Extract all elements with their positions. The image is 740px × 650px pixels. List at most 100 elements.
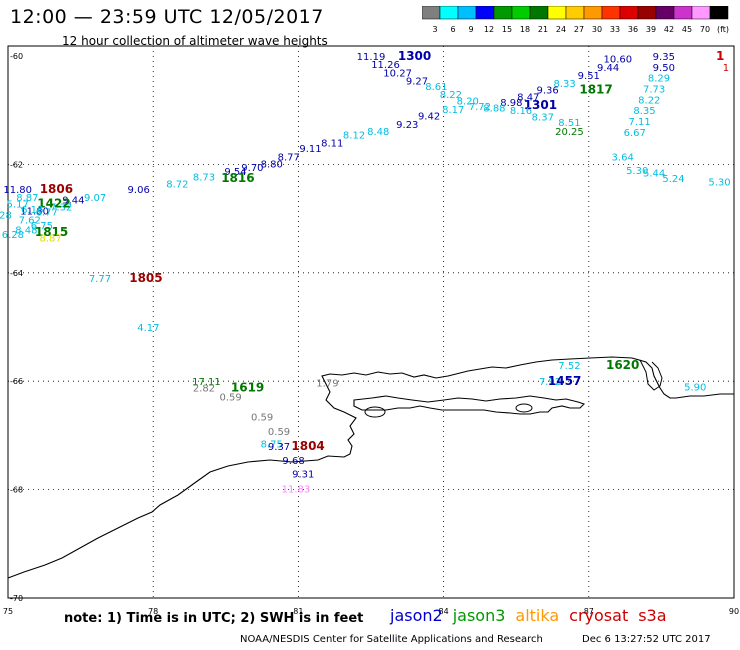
swh-value-label: 7.72 — [469, 102, 491, 113]
swh-value-label: 8.73 — [193, 172, 215, 183]
legend-label: 70 — [700, 25, 710, 34]
swh-value-label: 4.17 — [137, 323, 159, 334]
legend-label: 15 — [502, 25, 512, 34]
y-tick-label: -66 — [10, 377, 23, 386]
plot-frame — [7, 45, 735, 599]
pass-time-label: 1619 — [231, 381, 264, 395]
swh-value-label: 6.75 — [31, 221, 53, 232]
swh-value-label: 8.72 — [166, 179, 188, 190]
legend-label: 30 — [592, 25, 602, 34]
swh-value-label: 8.17 — [442, 105, 464, 116]
swh-value-label: 8.35 — [633, 106, 655, 117]
pass-time-label: 1804 — [291, 439, 324, 453]
swh-value-label: 11.83 — [282, 485, 311, 496]
y-tick-label: -60 — [10, 52, 23, 61]
pass-time-label: 1457 — [548, 374, 581, 388]
legend-label: 33 — [610, 25, 620, 34]
footer-note: note: 1) Time is in UTC; 2) SWH is in fe… — [64, 611, 364, 626]
swh-value-label: 9.44 — [597, 63, 619, 74]
swh-value-label: 10.27 — [383, 68, 412, 79]
pass-time-label: 1805 — [129, 271, 162, 285]
swh-value-label: 7.77 — [89, 274, 111, 285]
swh-value-label: 9.36 — [537, 86, 559, 97]
y-tick-label: -70 — [10, 594, 23, 603]
swh-value-label: 9.31 — [292, 469, 314, 480]
swh-value-label: 5.24 — [662, 174, 684, 185]
swh-value-label: 5.17 — [7, 199, 29, 210]
swh-value-label: 9.70 — [241, 163, 263, 174]
swh-value-label: 9.23 — [396, 120, 418, 131]
swh-value-label: 7.62 — [19, 216, 41, 227]
swh-value-label: 0.59 — [268, 427, 290, 438]
swh-value-label: 8.77 — [278, 152, 300, 163]
satellite-s3a: s3a — [638, 606, 667, 625]
map-subtitle: 12 hour collection of altimeter wave hei… — [62, 34, 328, 48]
x-tick-label: 81 — [293, 607, 303, 616]
swh-value-label: 11.19 — [357, 52, 386, 63]
swh-value-label: 9.51 — [578, 71, 600, 82]
swh-value-label: 9.50 — [653, 63, 675, 74]
swh-value-label: 8.98 — [500, 98, 522, 109]
swh-value-label: 6.28 — [2, 230, 24, 241]
legend-label: 42 — [664, 25, 674, 34]
swh-value-label: 6.16 — [21, 205, 43, 216]
legend-label: 3 — [432, 25, 437, 34]
satellite-jason2: jason2 — [390, 606, 443, 625]
x-tick-label: 78 — [148, 607, 158, 616]
pass-time-label: 1300 — [398, 49, 431, 63]
swh-value-label: 6.67 — [624, 128, 646, 139]
swh-value-label: 9.42 — [418, 112, 440, 123]
swh-value-label: 3.64 — [612, 152, 634, 163]
swh-value-label: 9.06 — [128, 185, 150, 196]
ice-shelf-outline — [353, 395, 586, 415]
swh-value-label: 8.87 — [16, 193, 38, 204]
swh-value-label: 9.44 — [62, 196, 84, 207]
generated-timestamp: Dec 6 13:27:52 UTC 2017 — [582, 634, 711, 645]
pass-time-label: 1422 — [37, 196, 70, 210]
swh-value-label: 5.30 — [626, 166, 648, 177]
legend-label: (ft) — [717, 25, 729, 34]
swh-value-label: 9.27 — [406, 76, 428, 87]
island-1 — [364, 406, 386, 418]
swh-value-label: 5.30 — [708, 178, 730, 189]
swh-value-label: 2.82 — [193, 384, 215, 395]
swh-value-label: 8.22 — [440, 90, 462, 101]
swh-value-label: 1.79 — [316, 378, 338, 389]
swh-value-label: 7.92 — [539, 377, 561, 388]
swh-value-label: 0.59 — [220, 392, 242, 403]
swh-value-label: 7.11 — [628, 117, 650, 128]
pass-time-label: 1816 — [221, 171, 254, 185]
x-tick-label: 84 — [439, 607, 449, 616]
swh-value-label: 7.52 — [558, 361, 580, 372]
legend-label: 39 — [646, 25, 656, 34]
satellite-jason3: jason3 — [452, 606, 506, 625]
swh-value-label: 8.48 — [15, 225, 37, 236]
swh-value-label: 5.44 — [643, 169, 665, 180]
legend-label: 36 — [628, 25, 638, 34]
swh-value-label: 8.12 — [343, 131, 365, 142]
satellite-legend: jason2 jason3 altika cryosat s3a — [390, 606, 677, 625]
pass-time-label: 1301 — [524, 98, 557, 112]
swh-value-label: 8.75 — [261, 440, 283, 451]
x-tick-label: 90 — [729, 607, 739, 616]
coastline — [7, 356, 734, 579]
pass-time-label: 1 — [716, 49, 724, 63]
swh-value-label: 8.37 — [532, 113, 554, 124]
swh-value-label: 8.48 — [367, 127, 389, 138]
wave-height-labels: 11.19 130011.2610.279.2710.609.449.518.33… — [0, 49, 731, 496]
pass-time-label: 1620 — [606, 358, 639, 372]
legend-label: 18 — [520, 25, 530, 34]
swh-value-label: 8.87 — [39, 234, 61, 245]
swh-value-label: 8.22 — [638, 95, 660, 106]
map-title: 12:00 — 23:59 UTC 12/05/2017 — [10, 6, 324, 28]
y-tick-label: -62 — [10, 160, 23, 169]
legend-label: 9 — [468, 25, 473, 34]
swh-value-label: 9.35 — [653, 52, 675, 63]
axis-ticks: 75 78 81 84 87 90 -60 -62 -64 -66 -68 -70 — [3, 52, 739, 616]
legend-label: 27 — [574, 25, 584, 34]
peninsula-inlet — [639, 359, 663, 391]
swh-value-label: 9.54 — [224, 167, 246, 178]
swh-value-label: 10.60 — [604, 55, 633, 66]
island-2 — [515, 403, 533, 413]
swh-value-label: 1 — [723, 63, 729, 74]
